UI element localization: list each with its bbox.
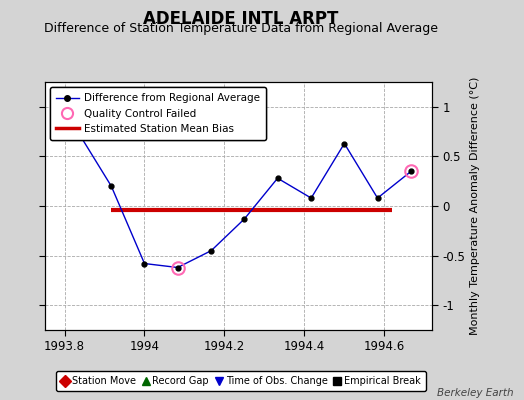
Y-axis label: Monthly Temperature Anomaly Difference (°C): Monthly Temperature Anomaly Difference (… — [470, 77, 480, 335]
Text: ADELAIDE INTL ARPT: ADELAIDE INTL ARPT — [144, 10, 339, 28]
Text: Difference of Station Temperature Data from Regional Average: Difference of Station Temperature Data f… — [44, 22, 438, 35]
Legend: Difference from Regional Average, Quality Control Failed, Estimated Station Mean: Difference from Regional Average, Qualit… — [50, 87, 266, 140]
Legend: Station Move, Record Gap, Time of Obs. Change, Empirical Break: Station Move, Record Gap, Time of Obs. C… — [57, 372, 425, 391]
Text: Berkeley Earth: Berkeley Earth — [437, 388, 514, 398]
